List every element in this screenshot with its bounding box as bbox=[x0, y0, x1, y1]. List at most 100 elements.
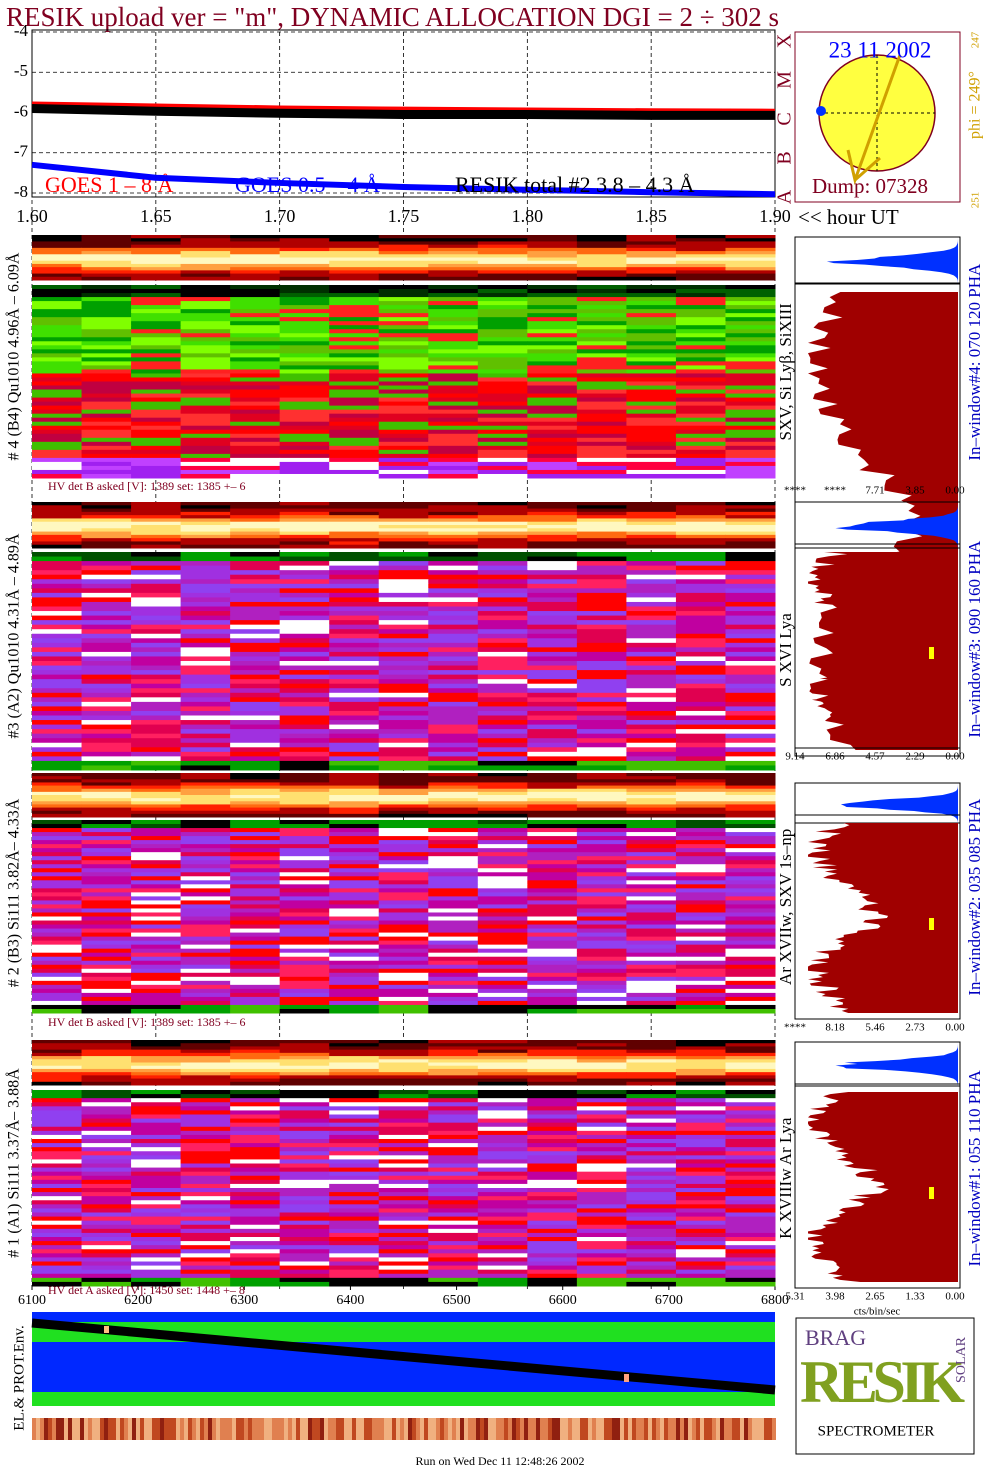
spectrogram-cell bbox=[675, 804, 726, 809]
spectrogram-cell bbox=[428, 241, 479, 246]
spectrogram-cell bbox=[131, 525, 182, 529]
spectrogram-cell bbox=[81, 473, 132, 479]
spectrogram-cell bbox=[477, 393, 528, 399]
spectrogram-cell bbox=[81, 1094, 132, 1099]
spectrogram-cell bbox=[725, 502, 776, 506]
hv-label: HV det A asked [V]: 1450 set: 1448 +– 8 bbox=[48, 1283, 245, 1297]
spectrogram-cell bbox=[230, 928, 281, 934]
spectrogram-cell bbox=[675, 1000, 726, 1006]
colorbar-cell bbox=[624, 1418, 628, 1440]
spectrogram-cell bbox=[477, 1098, 528, 1103]
spectrogram-cell bbox=[180, 349, 231, 354]
spectrogram-cell bbox=[675, 552, 726, 558]
spectrogram-cell bbox=[428, 688, 479, 694]
spectrogram-cell bbox=[230, 1277, 281, 1283]
spectrogram-cell bbox=[725, 656, 776, 662]
spectrogram-cell bbox=[626, 267, 677, 271]
spectrogram-cell bbox=[477, 984, 528, 990]
spectrogram-cell bbox=[81, 544, 132, 549]
spectrogram-cell bbox=[477, 638, 528, 644]
spectrogram-cell bbox=[279, 888, 330, 893]
spectrogram-cell bbox=[81, 511, 132, 516]
spectrogram-cell bbox=[725, 872, 776, 877]
spectrogram-cell bbox=[279, 760, 330, 766]
spectrogram-cell bbox=[131, 844, 182, 849]
spectrogram-cell bbox=[230, 908, 281, 913]
spectrogram-cell bbox=[725, 888, 776, 893]
spectrogram-cell bbox=[32, 329, 83, 334]
spectrogram-cell bbox=[279, 285, 330, 290]
spectrogram-cell bbox=[675, 541, 726, 546]
spectrogram-cell bbox=[527, 611, 578, 617]
spectrogram-cell bbox=[279, 361, 330, 366]
spectrogram-cell bbox=[329, 592, 380, 598]
spectrogram-cell bbox=[180, 528, 231, 533]
spectrogram-cell bbox=[675, 940, 726, 946]
spectrogram-cell bbox=[180, 984, 231, 990]
spectrogram-cell bbox=[279, 309, 330, 314]
spectrogram-cell bbox=[626, 1159, 677, 1164]
spectrogram-cell bbox=[32, 1075, 83, 1080]
spectrogram-cell bbox=[131, 385, 182, 391]
spectrogram-cell bbox=[32, 984, 83, 990]
spectrogram-cell bbox=[329, 341, 380, 346]
spectrogram-cell bbox=[279, 807, 330, 812]
spectrogram-cell bbox=[428, 884, 479, 889]
spectrogram-cell bbox=[675, 565, 726, 571]
spectrogram-cell bbox=[378, 401, 429, 407]
spectrogram-cell bbox=[378, 633, 429, 639]
spectrogram-cell bbox=[626, 1224, 677, 1230]
spectrogram-cell bbox=[81, 724, 132, 730]
spectrogram-cell bbox=[477, 325, 528, 330]
spectrogram-cell bbox=[131, 405, 182, 411]
spectrogram-cell bbox=[675, 381, 726, 387]
spectrogram-cell bbox=[477, 1102, 528, 1107]
spectrogram-cell bbox=[675, 791, 726, 796]
colorbar-cell bbox=[324, 1418, 328, 1440]
spectrogram-cell bbox=[477, 449, 528, 455]
colorbar-cell bbox=[724, 1418, 728, 1440]
spectrogram-cell bbox=[329, 928, 380, 934]
spectrogram-cell bbox=[675, 413, 726, 419]
spectrogram-cell bbox=[230, 776, 281, 780]
spectrogram-cell bbox=[428, 449, 479, 455]
spectrogram-cell bbox=[527, 840, 578, 845]
spectrogram-cell bbox=[477, 791, 528, 796]
spectrogram-cell bbox=[32, 1224, 83, 1230]
spectrogram-cell bbox=[32, 679, 83, 685]
spectrogram-cell bbox=[81, 453, 132, 459]
spectrogram-cell bbox=[576, 276, 627, 281]
spectrogram-cell bbox=[131, 980, 182, 986]
spectrogram-cell bbox=[131, 369, 182, 374]
spectrogram-cell bbox=[131, 579, 182, 585]
hist bbox=[808, 1092, 958, 1282]
spectrogram-cell bbox=[279, 449, 330, 455]
spectrogram-cell bbox=[180, 836, 231, 841]
spectrogram-cell bbox=[329, 1147, 380, 1152]
spectrogram-cell bbox=[329, 433, 380, 439]
spectrogram-cell bbox=[230, 541, 281, 546]
spectrogram-cell bbox=[675, 449, 726, 455]
spectrogram-cell bbox=[81, 417, 132, 423]
spectrogram-cell bbox=[626, 401, 677, 407]
spectrogram-cell bbox=[477, 461, 528, 467]
spectrogram-cell bbox=[329, 776, 380, 780]
colorbar-cell bbox=[424, 1418, 428, 1440]
spectrogram-cell bbox=[378, 904, 429, 909]
spectrogram-cell bbox=[81, 293, 132, 298]
spectrogram bbox=[32, 502, 776, 771]
spectrogram-cell bbox=[477, 301, 528, 306]
spectrogram-cell bbox=[230, 888, 281, 893]
spectrogram-cell bbox=[180, 365, 231, 370]
spectrogram-cell bbox=[279, 1167, 330, 1173]
spectrogram-cell bbox=[230, 321, 281, 326]
spectrogram-cell bbox=[180, 1118, 231, 1124]
spectrogram-cell bbox=[576, 433, 627, 439]
spectrogram-cell bbox=[725, 518, 776, 523]
spectrogram-cell bbox=[329, 518, 380, 523]
spectrogram-cell bbox=[131, 884, 182, 889]
spectrogram-cell bbox=[626, 353, 677, 358]
spectrogram-cell bbox=[378, 1143, 429, 1148]
spectrogram-cell bbox=[626, 1143, 677, 1148]
spectrogram-cell bbox=[527, 1110, 578, 1115]
